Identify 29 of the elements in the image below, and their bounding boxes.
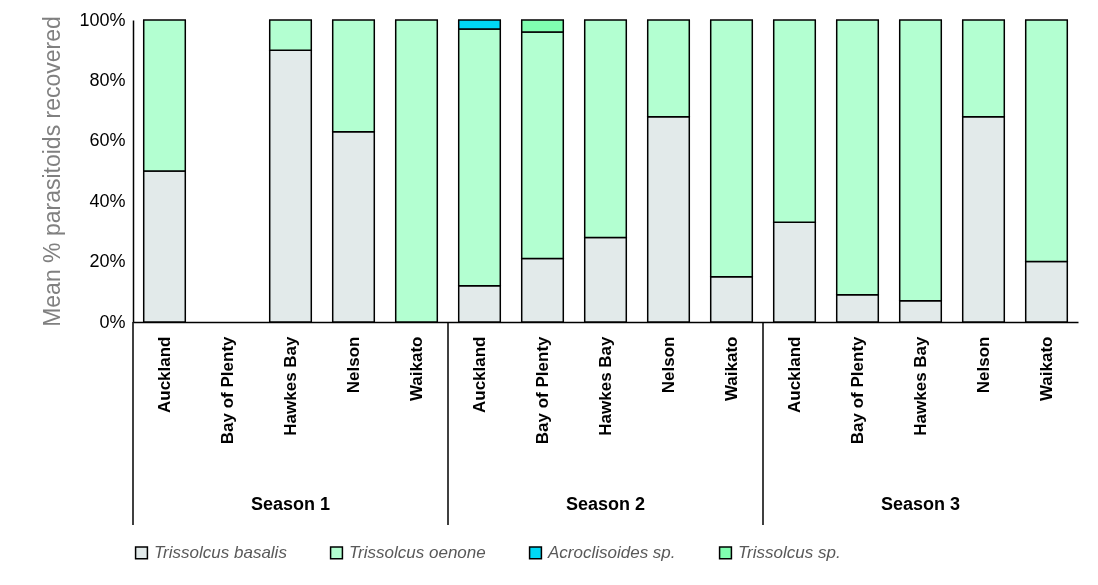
x-tick-label: Auckland xyxy=(784,336,804,414)
y-tick-label: 20% xyxy=(89,251,126,272)
y-tick-label: 0% xyxy=(99,311,126,332)
legend-label: Acroclisoides sp. xyxy=(547,542,676,562)
x-tick-label: Waikato xyxy=(1036,336,1056,402)
text: Season 2 xyxy=(565,494,646,514)
legend-label: Trissolcus sp. xyxy=(738,542,841,562)
x-tick-label: Waikato xyxy=(721,336,741,402)
x-tick-label: Auckland xyxy=(469,336,489,414)
y-tick-label: 40% xyxy=(89,190,126,211)
y-tick-label: 100% xyxy=(79,9,126,30)
x-tick-label: Hawkes Bay xyxy=(280,335,300,436)
text: Season 1 xyxy=(250,494,331,514)
x-tick-label: Hawkes Bay xyxy=(595,335,615,436)
legend-label: Trissolcus oenone xyxy=(349,542,486,562)
y-axis-title: Mean % parasitoids recovered xyxy=(39,16,66,327)
x-tick-label: Auckland xyxy=(154,336,174,414)
x-tick-label: Waikato xyxy=(406,336,426,402)
x-tick-label: Nelson xyxy=(343,336,363,394)
y-tick-label: 80% xyxy=(89,69,126,90)
x-tick-label: Hawkes Bay xyxy=(910,335,930,436)
x-tick-label: Bay of Plenty xyxy=(217,335,237,445)
x-tick-label: Bay of Plenty xyxy=(532,335,552,445)
x-tick-label: Bay of Plenty xyxy=(847,335,867,445)
text: Season 3 xyxy=(880,494,961,514)
y-tick-label: 60% xyxy=(89,130,126,151)
x-tick-label: Nelson xyxy=(658,336,678,394)
legend-label: Trissolcus basalis xyxy=(154,542,288,562)
x-tick-label: Nelson xyxy=(973,336,993,394)
